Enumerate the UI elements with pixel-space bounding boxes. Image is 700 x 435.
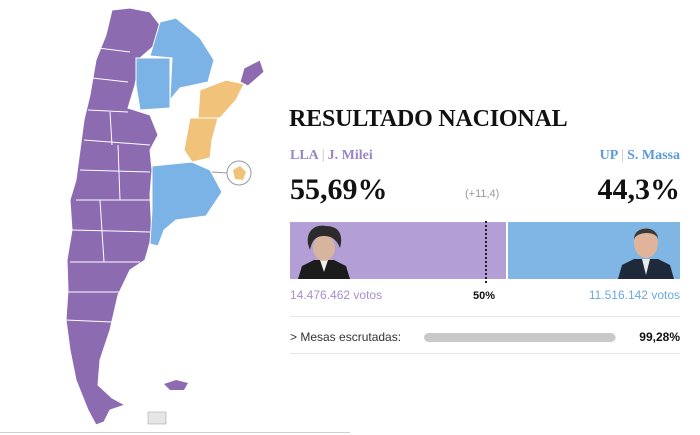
massa-avatar bbox=[612, 222, 680, 279]
caba-connector bbox=[211, 171, 228, 174]
left-percent: 55,69% bbox=[290, 173, 388, 206]
map-region-lla-misiones bbox=[239, 59, 265, 87]
right-votes: 11.516.142 votos bbox=[588, 288, 680, 302]
left-votes: 14.476.462 votos bbox=[290, 288, 383, 302]
map-region-tie-caba bbox=[233, 166, 246, 180]
page-title: RESULTADO NACIONAL bbox=[289, 106, 568, 132]
antartida-inset bbox=[147, 411, 167, 425]
right-party-label: UP | S. Massa bbox=[599, 148, 680, 163]
map-region-islas-malvinas bbox=[164, 380, 188, 390]
mesas-label[interactable]: > Mesas escrutadas: bbox=[290, 330, 402, 344]
map-region-tie-entrerios bbox=[183, 117, 219, 163]
map-region-tie-corrientes bbox=[197, 79, 245, 119]
province-borders bbox=[65, 47, 151, 323]
map-bottom-line bbox=[0, 432, 350, 433]
half-marker-label: 50% bbox=[473, 290, 496, 302]
right-party-name: UP bbox=[599, 148, 619, 163]
left-party-label: LLA | J. Milei bbox=[290, 148, 373, 163]
map-region-up-buenosaires bbox=[149, 161, 223, 247]
divider-top bbox=[290, 316, 680, 317]
milei-avatar bbox=[290, 222, 358, 279]
map-region-up-north bbox=[149, 17, 215, 102]
map-region-up-chaco bbox=[135, 57, 171, 111]
mesas-progress-bar bbox=[424, 333, 616, 342]
left-party-name: LLA bbox=[290, 148, 319, 163]
right-percent: 44,3% bbox=[597, 173, 681, 206]
difference-label: (+11,4) bbox=[465, 188, 500, 200]
mesas-value: 99,28% bbox=[639, 330, 680, 344]
argentina-results-map bbox=[65, 7, 265, 426]
right-candidate-name: S. Massa bbox=[627, 148, 680, 163]
left-candidate-name: J. Milei bbox=[327, 148, 373, 163]
half-marker-line bbox=[485, 221, 487, 283]
divider-bottom bbox=[290, 353, 680, 354]
mesas-progress-fill bbox=[424, 333, 615, 342]
